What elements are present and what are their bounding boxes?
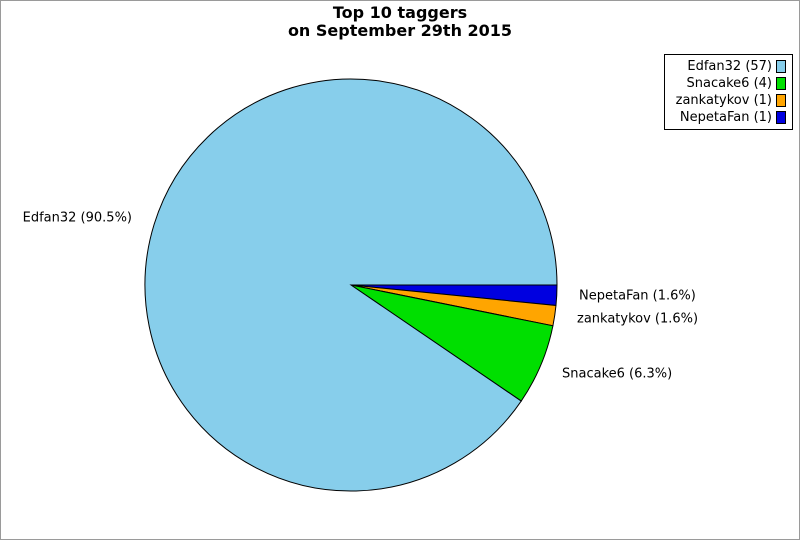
legend-swatch-snacake6-icon <box>776 77 786 90</box>
legend-label: zankatykov (1) <box>675 93 772 108</box>
legend-item-zankatykov: zankatykov (1) <box>669 92 786 109</box>
chart-title-line2: on September 29th 2015 <box>287 21 513 40</box>
slice-label-snacake6: Snacake6 (6.3%) <box>562 366 673 382</box>
slice-label-nepetafan: NepetaFan (1.6%) <box>579 288 696 304</box>
legend-item-edfan32: Edfan32 (57) <box>669 58 786 75</box>
legend-item-nepetafan: NepetaFan (1) <box>669 109 786 126</box>
legend-label: Snacake6 (4) <box>686 76 772 91</box>
chart-title-line1: Top 10 taggers <box>332 3 468 22</box>
legend-label: Edfan32 (57) <box>687 59 772 74</box>
pie-slice-edfan32 <box>144 78 558 492</box>
slice-label-edfan32: Edfan32 (90.5%) <box>22 210 132 226</box>
legend-item-snacake6: Snacake6 (4) <box>669 75 786 92</box>
legend: Edfan32 (57) Snacake6 (4) zankatykov (1)… <box>664 54 793 130</box>
legend-swatch-zankatykov-icon <box>776 94 786 107</box>
slice-label-zankatykov: zankatykov (1.6%) <box>577 311 699 327</box>
legend-label: NepetaFan (1) <box>679 110 772 125</box>
legend-swatch-edfan32-icon <box>776 60 786 73</box>
legend-swatch-nepetafan-icon <box>776 111 786 124</box>
chart-title: Top 10 taggers on September 29th 2015 <box>1 4 799 40</box>
